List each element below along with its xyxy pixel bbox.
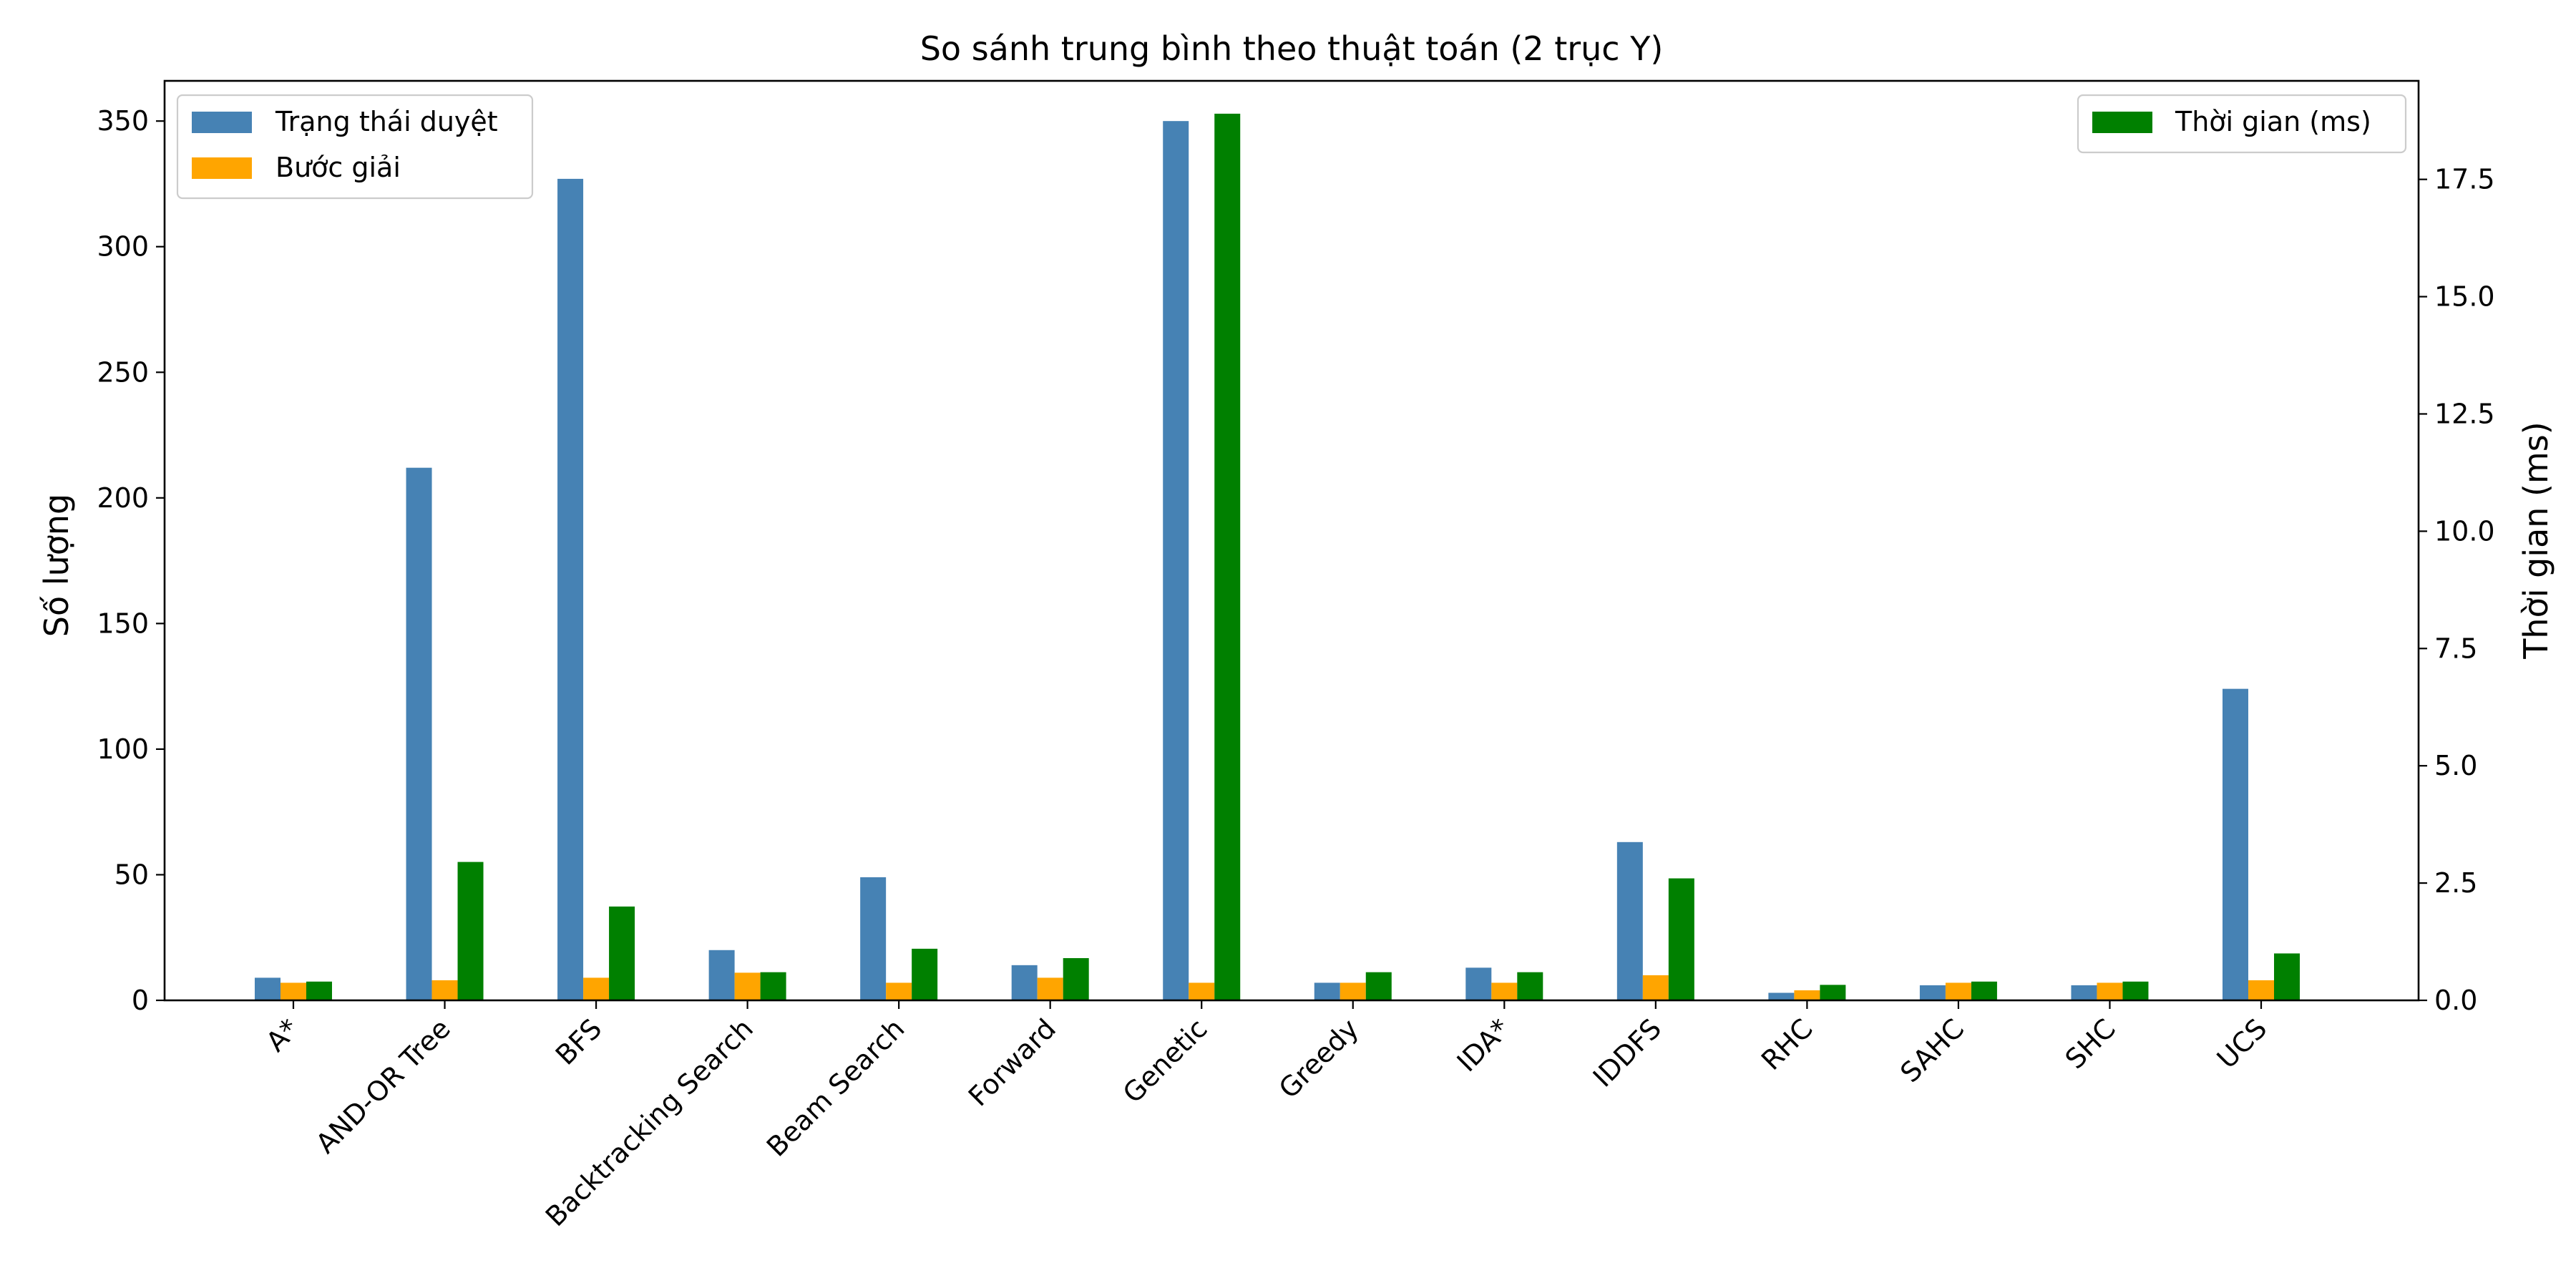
y-left-tick-label-0: 0 — [132, 985, 149, 1016]
bar-time-5 — [1063, 957, 1089, 1000]
y-right-tick-label-3: 7.5 — [2434, 633, 2477, 664]
legend-right — [2077, 94, 2407, 154]
bar-time-9 — [1668, 878, 1694, 1000]
x-tick-label-6: Genetic — [1117, 1013, 1214, 1109]
plot-area: 0 50 100 150 200 250 300 350 0.0 2.5 5.0 7.5 10.0 12.… — [97, 79, 2495, 1232]
bar-states-0 — [255, 977, 280, 1000]
y-left-tick-label-6: 300 — [97, 231, 149, 263]
legend-swatch-right-0 — [2092, 112, 2152, 133]
bar-states-4 — [860, 877, 887, 1000]
bar-steps-1 — [431, 980, 458, 1000]
bar-time-13 — [2274, 953, 2300, 1000]
x-tick-label-7: Greedy — [1273, 1013, 1365, 1104]
bar-states-3 — [708, 950, 735, 1000]
x-tick-label-0: A* — [260, 1013, 305, 1058]
y-axis-label-left: Số lượng — [37, 494, 76, 637]
bar-states-11 — [1919, 985, 1946, 1000]
y-left-tick-label-7: 350 — [97, 105, 149, 137]
bar-states-6 — [1163, 121, 1189, 1001]
x-tick-label-8: IDA* — [1451, 1013, 1516, 1078]
x-tick-label-13: UCS — [2211, 1013, 2273, 1075]
x-tick-label-11: SAHC — [1894, 1013, 1970, 1088]
bar-steps-5 — [1037, 977, 1063, 1000]
bar-time-0 — [306, 981, 332, 1000]
bar-time-12 — [2122, 981, 2149, 1000]
y-left-tick-label-2: 100 — [97, 733, 149, 765]
x-tick-label-2: BFS — [550, 1013, 608, 1071]
y-right-tick-label-4: 10.0 — [2434, 515, 2495, 547]
legend-label-0: Trạng thái duyệt — [275, 106, 498, 137]
bar-states-1 — [406, 467, 432, 1000]
bar-time-10 — [1820, 985, 1846, 1000]
y-right-tick-label-2: 5.0 — [2434, 750, 2477, 781]
y-right-tick-label-0: 0.0 — [2434, 985, 2477, 1016]
chart-title: So sánh trung bình theo thuật toán (2 tr… — [920, 29, 1664, 68]
bar-steps-0 — [280, 982, 306, 1000]
bar-time-11 — [1971, 981, 1997, 1000]
bar-steps-8 — [1491, 982, 1518, 1000]
y-left-tick-label-3: 150 — [97, 608, 149, 639]
bar-time-6 — [1214, 113, 1241, 1001]
bar-states-13 — [2223, 688, 2248, 1000]
y-right-tick-label-6: 15.0 — [2434, 281, 2495, 313]
y-right-tick-label-1: 2.5 — [2434, 867, 2477, 899]
x-tick-label-1: AND-OR Tree — [310, 1013, 457, 1159]
bar-steps-6 — [1189, 982, 1215, 1000]
bar-states-10 — [1768, 992, 1795, 1000]
legend-label-1: Bước giải — [275, 152, 401, 183]
bar-time-8 — [1517, 972, 1543, 1000]
legend-swatch-0 — [192, 112, 252, 133]
x-tick-label-10: RHC — [1755, 1013, 1819, 1076]
legend-swatch-1 — [192, 157, 252, 179]
plot-frame — [163, 79, 2420, 1002]
bar-steps-2 — [583, 977, 610, 1000]
x-tick-label-4: Beam Search — [761, 1013, 911, 1163]
bar-states-2 — [557, 178, 584, 1000]
x-tick-label-5: Forward — [962, 1013, 1062, 1112]
y-axis-label-right: Thời gian (ms) — [2517, 421, 2555, 659]
bar-steps-13 — [2248, 980, 2274, 1000]
y-left-tick-label-4: 200 — [97, 482, 149, 514]
bar-steps-4 — [886, 982, 912, 1000]
y-left-tick-label-5: 250 — [97, 356, 149, 388]
bar-states-12 — [2071, 985, 2097, 1000]
bar-steps-3 — [734, 972, 761, 1000]
y-right-tick-label-5: 12.5 — [2434, 398, 2495, 429]
bar-steps-10 — [1794, 990, 1820, 1000]
legend-left — [176, 94, 534, 200]
bar-time-2 — [609, 906, 635, 1000]
y-right-tick-label-7: 17.5 — [2434, 164, 2495, 195]
bar-steps-7 — [1340, 982, 1366, 1000]
bar-states-9 — [1616, 841, 1643, 1000]
x-tick-label-12: SHC — [2059, 1013, 2122, 1075]
x-tick-label-9: IDDFS — [1587, 1013, 1667, 1093]
bar-steps-11 — [1945, 982, 1971, 1000]
bar-states-7 — [1314, 982, 1340, 1000]
bar-steps-9 — [1642, 975, 1669, 1000]
bar-states-5 — [1011, 965, 1038, 1000]
bar-time-3 — [760, 972, 786, 1000]
bar-states-8 — [1465, 967, 1492, 1000]
bar-steps-12 — [2097, 982, 2123, 1000]
bar-time-4 — [912, 948, 938, 1000]
legend-label-right-0: Thời gian (ms) — [2175, 106, 2371, 137]
y-left-tick-label-1: 50 — [114, 859, 149, 890]
bar-time-7 — [1365, 972, 1392, 1000]
bar-time-1 — [457, 862, 484, 1000]
